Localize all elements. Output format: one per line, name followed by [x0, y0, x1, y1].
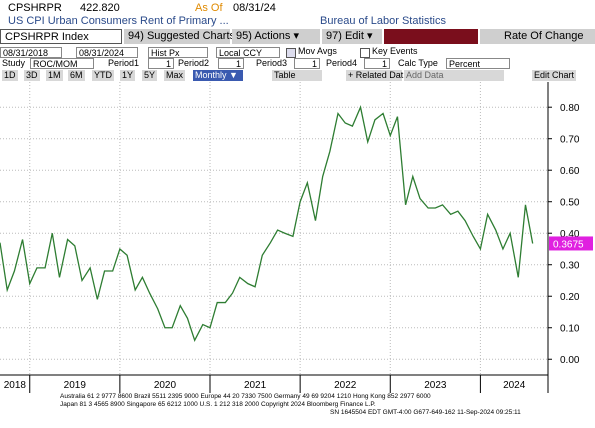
y-tick-label: 0.20 — [560, 292, 580, 303]
color-bar — [384, 29, 478, 44]
actions-menu[interactable]: 95) Actions ▾ — [232, 29, 320, 44]
x-period-label: 2019 — [64, 380, 87, 391]
study[interactable]: ROC/MOM — [30, 58, 94, 69]
key-events-checkbox[interactable] — [360, 48, 370, 58]
description: US CPI Urban Consumers Rent of Primary .… — [8, 15, 229, 27]
footer-line: SN 1645504 EDT GMT-4:00 G677-649-162 11-… — [330, 409, 521, 416]
study-label: Study — [2, 58, 26, 68]
range-button[interactable]: 1M — [46, 70, 63, 81]
y-tick-label: 0.30 — [560, 261, 580, 272]
add-data[interactable]: Add Data — [404, 70, 504, 81]
range-button[interactable]: 1D — [2, 70, 18, 81]
table-button[interactable]: Table — [272, 70, 322, 81]
range-button[interactable]: 5Y — [142, 70, 158, 81]
edit-chart[interactable]: Edit Chart — [532, 70, 576, 81]
mov-avgs: Mov Avgs — [298, 46, 337, 56]
period2-label: Period2 — [178, 58, 210, 68]
period3[interactable]: 1 — [294, 58, 320, 69]
start-date[interactable]: 08/31/2018 — [0, 47, 62, 58]
as-of-date: 08/31/24 — [233, 2, 276, 14]
calc-type-label: Calc Type — [398, 58, 438, 68]
security-field[interactable]: CPSHRPR Index — [0, 29, 122, 44]
period2[interactable]: 1 — [218, 58, 244, 69]
x-period-label: 2020 — [154, 380, 177, 391]
x-period-label: 2022 — [334, 380, 357, 391]
period4-label: Period4 — [326, 58, 358, 68]
range-button[interactable]: 3D — [24, 70, 40, 81]
currency[interactable]: Local CCY — [216, 47, 280, 58]
range-button[interactable]: 6M — [68, 70, 85, 81]
chart: 0.00 0.10 0.20 0.30 0.40 0.50 0.60 0.70 0.80 2018… — [0, 82, 593, 393]
range-button[interactable]: YTD — [92, 70, 114, 81]
y-tick-label: 0.80 — [560, 103, 580, 114]
period4[interactable]: 1 — [364, 58, 390, 69]
x-period-label: 2018 — [4, 380, 27, 391]
x-period-label: 2021 — [244, 380, 267, 391]
y-tick-label: 0.60 — [560, 166, 580, 177]
as-of-label: As Of — [195, 2, 223, 14]
range-button[interactable]: 1Y — [120, 70, 136, 81]
suggested-charts[interactable]: 94) Suggested Charts — [124, 29, 235, 44]
calc-type[interactable]: Percent — [446, 58, 510, 69]
data-line — [0, 105, 534, 343]
end-date[interactable]: 08/31/2024 — [76, 47, 138, 58]
price-field[interactable]: Hist Px — [148, 47, 208, 58]
footer-line: Australia 61 2 9777 8600 Brazil 5511 239… — [60, 393, 431, 400]
period3-label: Period3 — [256, 58, 288, 68]
y-tick-label: 0.50 — [560, 198, 580, 209]
last-value-box — [549, 236, 593, 251]
y-tick-label: 0.40 — [560, 229, 580, 240]
y-tick-label: 0.10 — [560, 324, 580, 335]
rate-of-change[interactable]: Rate Of Change — [480, 29, 595, 44]
price: 422.820 — [80, 2, 120, 14]
x-period-label: 2024 — [503, 380, 526, 391]
period1[interactable]: 1 — [148, 58, 174, 69]
x-period-label: 2023 — [424, 380, 447, 391]
edit-menu[interactable]: 97) Edit ▾ — [322, 29, 382, 44]
key-events: Key Events — [372, 46, 418, 56]
ticker: CPSHRPR — [8, 2, 62, 14]
source: Bureau of Labor Statistics — [320, 15, 446, 27]
range-button[interactable]: Max — [164, 70, 186, 81]
y-tick-label: 0.00 — [560, 355, 580, 366]
mov-avgs-checkbox[interactable] — [286, 48, 296, 58]
frequency[interactable]: Monthly ▼ — [193, 70, 243, 81]
footer-line: Japan 81 3 4565 8900 Singapore 65 6212 1… — [60, 401, 376, 408]
period1-label: Period1 — [108, 58, 140, 68]
last-value-label: 0.3675 — [553, 239, 584, 250]
related-data[interactable]: + Related Dat — [346, 70, 404, 81]
y-tick-label: 0.70 — [560, 135, 580, 146]
